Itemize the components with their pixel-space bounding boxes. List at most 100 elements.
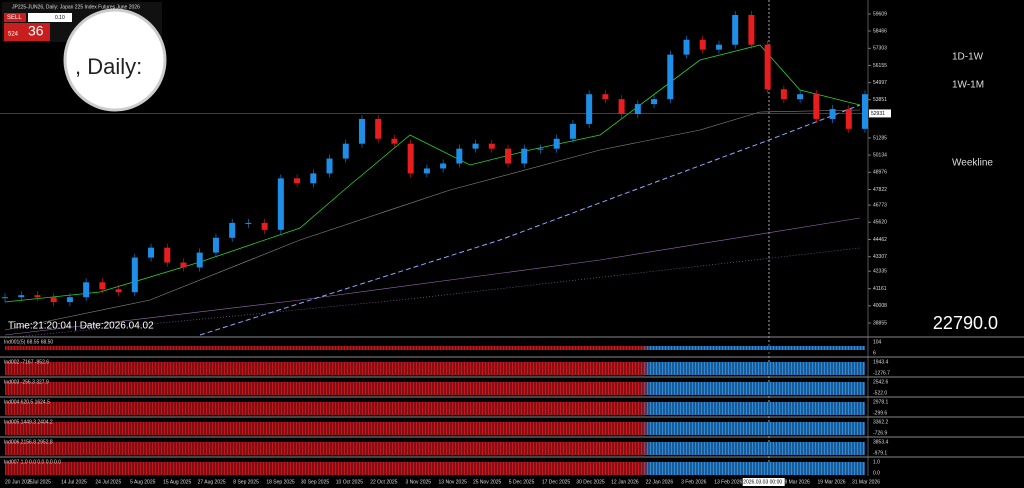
histogram-gaps [5, 442, 865, 455]
candle [99, 282, 106, 290]
candle [505, 148, 512, 164]
price-label: 42335 [873, 269, 887, 275]
current-price: 52931 [871, 111, 885, 117]
indicator-label: Ind005 1449.3 2404.2 [4, 419, 53, 425]
symbol-title: JP225-JUN26, Daily: Japan 225 Index Futu… [12, 4, 140, 10]
date-label: 20 Jun 2025 [5, 479, 33, 485]
sell-label[interactable]: SELL [7, 15, 22, 21]
line-label: 1W-1M [952, 80, 984, 91]
candle [456, 148, 463, 164]
candle [651, 99, 658, 105]
big-value: 22790.0 [933, 313, 998, 333]
date-label: 18 Sep 2025 [266, 479, 295, 485]
lot-value[interactable]: 0.10 [55, 15, 65, 21]
date-label: 30 Dec 2025 [576, 479, 605, 485]
date-label: 12 Jan 2026 [611, 479, 639, 485]
status-time: Time:21:20:04 | Date:2026.04.02 [8, 321, 154, 332]
candle [715, 44, 722, 50]
candle [618, 99, 625, 114]
candle [667, 54, 674, 100]
date-label: 13 Nov 2025 [439, 479, 468, 485]
candle [277, 178, 284, 230]
date-label: 10 Oct 2025 [336, 479, 363, 485]
price-label: 38855 [873, 320, 887, 326]
indicator-label: Ind003 -256.3 327.9 [4, 379, 49, 385]
date-label: 31 Mar 2026 [852, 479, 880, 485]
ma-line [4, 247, 861, 339]
ma-line [4, 217, 861, 336]
indicator-max: 1943.4 [873, 359, 889, 365]
date-label: 22 Jan 2026 [646, 479, 674, 485]
candle [180, 262, 187, 268]
candle [440, 163, 447, 169]
candle [537, 148, 544, 150]
magnifier-text: , Daily: [75, 54, 142, 79]
candle [131, 257, 138, 293]
indicator-min: -299.6 [873, 410, 887, 416]
date-label: 2 Jul 2025 [28, 479, 51, 485]
date-label: 24 Jul 2025 [95, 479, 121, 485]
candle [375, 118, 382, 139]
sell-button[interactable] [4, 13, 26, 22]
price-label: 54997 [873, 80, 887, 86]
ma-line [4, 44, 861, 303]
price-label: 58466 [873, 28, 887, 34]
date-label: 25 Nov 2025 [473, 479, 502, 485]
candle [50, 297, 57, 303]
candle [683, 39, 690, 55]
candle [294, 178, 301, 184]
indicator-panels: Ind001(5) 68.55 68.50 104 6 Ind002 -7167 -9… [0, 336, 1024, 476]
price-label: 40008 [873, 303, 887, 309]
candle [358, 118, 365, 144]
candle [472, 143, 479, 149]
date-label: 8 Sep 2025 [233, 479, 259, 485]
date-label: 13 Feb 2026 [714, 479, 742, 485]
indicator-label: Ind007 1.0 0.0 0.0 0.0 0.0 [4, 459, 61, 465]
candle [732, 14, 739, 45]
histogram-gaps [5, 422, 865, 435]
price-label: 56155 [873, 63, 887, 69]
candle [553, 138, 560, 149]
price-label: 48976 [873, 170, 887, 176]
candle [407, 143, 414, 174]
crosshair-date-box [742, 478, 785, 486]
candle [521, 148, 528, 164]
price-small: 524 [8, 32, 19, 38]
candle [862, 94, 868, 129]
date-label: 19 Mar 2026 [818, 479, 846, 485]
histogram-gaps [5, 462, 865, 475]
date-label: 27 Aug 2025 [198, 479, 226, 485]
price-label: 41161 [873, 286, 887, 292]
indicator-label: Ind002 -7167 -952.6 [4, 359, 49, 365]
histogram-gaps [5, 342, 865, 355]
price-label: 53851 [873, 97, 887, 103]
price-label: 46773 [873, 202, 887, 208]
indicator-max: 104 [873, 339, 882, 345]
candle [797, 94, 804, 100]
histogram-gaps [5, 402, 865, 415]
indicator-max: 2978.1 [873, 399, 889, 405]
candle [66, 297, 73, 303]
price-label: 57303 [873, 46, 887, 52]
candle [2, 297, 8, 299]
candle [229, 222, 236, 238]
price-label: 47822 [873, 187, 887, 193]
candle [829, 109, 836, 119]
price-chart [0, 10, 868, 307]
candle [342, 143, 349, 159]
date-label: 22 Oct 2025 [370, 479, 397, 485]
date-label: 17 Dec 2025 [542, 479, 571, 485]
indicator-min: 0.0 [873, 470, 880, 476]
date-label: 9 Mar 2026 [784, 479, 810, 485]
candle [488, 143, 495, 149]
price-big: 36 [28, 23, 44, 39]
candle [813, 94, 820, 119]
candle [780, 89, 787, 100]
price-label: 59609 [873, 11, 887, 17]
sell-price[interactable] [4, 23, 50, 41]
candle [83, 282, 90, 298]
price-label: 51285 [873, 135, 887, 141]
candle [423, 168, 430, 174]
lot-input[interactable] [28, 13, 72, 22]
candle [602, 94, 609, 100]
